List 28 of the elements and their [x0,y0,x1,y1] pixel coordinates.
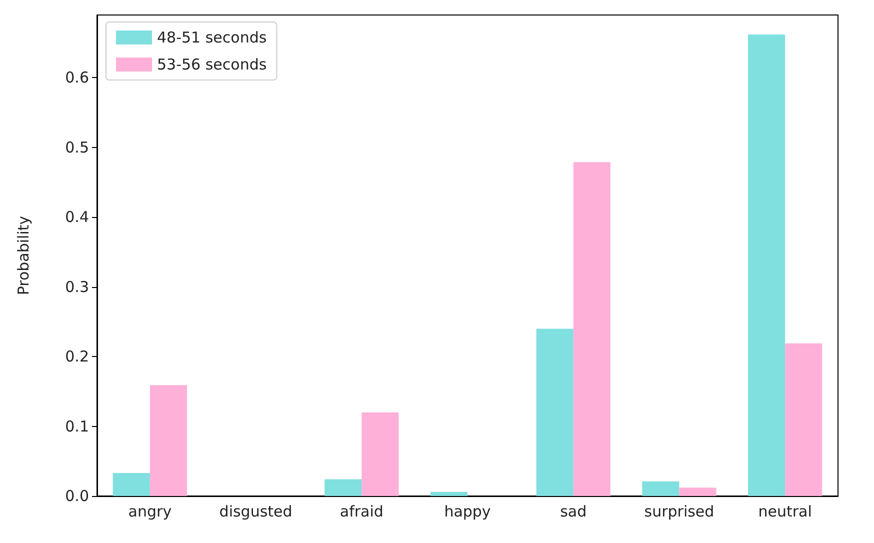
bar [150,385,187,496]
x-tick-label: afraid [340,502,384,520]
bar [536,328,574,496]
bar [785,343,822,496]
bar [324,479,362,496]
x-tick-label: surprised [644,502,714,520]
bar [679,488,716,496]
y-tick-label: 0.0 [65,487,89,505]
legend-label: 48-51 seconds [157,28,267,46]
x-tick-label: neutral [758,502,812,520]
y-tick-label: 0.6 [65,68,89,87]
bar [430,492,468,496]
y-tick-label: 0.4 [65,208,89,226]
x-tick-label: angry [128,502,172,520]
bar [362,412,399,496]
y-tick-label: 0.5 [65,138,89,156]
y-tick-label: 0.3 [65,278,89,296]
x-tick-label: happy [444,502,491,520]
bar [112,472,150,496]
bar [642,481,680,496]
y-tick-label: 0.2 [65,348,89,366]
x-tick-label: disgusted [219,502,292,520]
y-axis-title: Probability [14,216,32,296]
legend-label: 53-56 seconds [157,56,267,74]
x-tick-label: sad [560,502,587,520]
bar [748,34,786,496]
bar [573,162,610,496]
y-tick-label: 0.1 [65,417,89,436]
